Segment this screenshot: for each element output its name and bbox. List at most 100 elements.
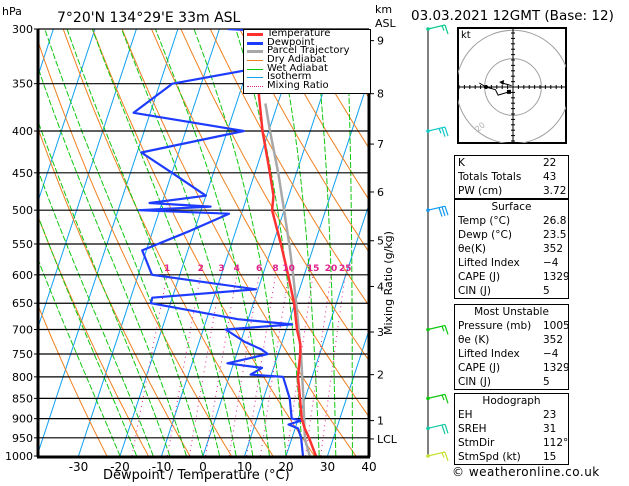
legend-item-dry-adiabat: Dry Adiabat [244, 54, 370, 66]
hodograph-indices-table: Hodograph EH 23 SREH 31 StmDir 112° StmSpd … [454, 393, 569, 465]
pressure-tick-label: 800 [12, 371, 33, 384]
temperature-tick-label: 20 [278, 460, 293, 474]
location-title: 7°20'N 134°29'E 33m ASL [57, 10, 241, 26]
height-tick-label: LCL [377, 433, 398, 446]
isotherm-line [285, 202, 369, 456]
dewpoint-swatch [247, 41, 263, 45]
index-value: 352 [543, 243, 564, 255]
index-value: 31 [543, 423, 557, 435]
chart-legend: Temperature Dewpoint Parcel Trajectory D… [243, 29, 371, 94]
wind-barb-flag [441, 127, 446, 137]
index-value: 5 [543, 376, 550, 388]
temperature-tick-label: 40 [361, 460, 376, 474]
wind-barb-flag [444, 126, 449, 137]
datetime-title: 03.03.2021 12GMT (Base: 12) [411, 8, 614, 24]
hodograph-frame [457, 27, 567, 144]
height-unit-asl: ASL [375, 17, 396, 30]
most-unstable-row: CAPE (J) 1329 [455, 361, 570, 375]
wind-barb [426, 24, 449, 35]
mixing-ratio-label: 2 [198, 264, 204, 274]
parcel-swatch [247, 50, 263, 54]
index-key: CAPE (J) [458, 362, 501, 374]
most-unstable-row: θe (K) 352 [455, 333, 568, 347]
wind-barb [426, 451, 449, 462]
hodograph-row: EH 23 [455, 408, 568, 422]
most-unstable-row: Lifted Index −4 [455, 347, 568, 361]
copyright[interactable]: © weatheronline.co.uk [452, 465, 600, 479]
index-value: 15 [543, 451, 557, 463]
mixing-ratio-label: 10 [282, 264, 295, 274]
height-tick-label: 7 [377, 138, 384, 151]
wind-barb [426, 423, 449, 435]
wind-barb-flag [441, 424, 446, 435]
isotherm-line [161, 29, 303, 456]
hodograph-trace [479, 82, 510, 96]
dry-adiabat-swatch [247, 59, 263, 61]
legend-label: Isotherm [267, 71, 312, 83]
pressure-tick-label: 400 [12, 125, 33, 138]
wind-barb [426, 393, 449, 404]
pressure-tick-label: 850 [12, 392, 33, 405]
hodograph-point-marker [484, 85, 488, 89]
wind-barb-half-flag [441, 394, 445, 401]
index-key: CIN (J) [458, 285, 491, 297]
index-value: 23 [543, 409, 557, 421]
pressure-tick-label: 500 [12, 204, 33, 217]
x-axis-label: Dewpoint / Temperature (°C) [103, 468, 290, 483]
height-tick-label: 5 [377, 235, 384, 248]
height-tick-label: 1 [377, 415, 384, 428]
legend-item-isotherm: Isotherm [244, 71, 370, 83]
pressure-tick-label: 550 [12, 238, 33, 251]
legend-label: Temperature [267, 28, 331, 40]
most-unstable-row: Pressure (mb) 1005 [455, 319, 570, 333]
index-value: −4 [543, 348, 559, 360]
wet-adiabat-line [66, 29, 221, 456]
surface-row: CIN (J) 5 [455, 284, 568, 298]
wind-barb-half-flag [441, 325, 445, 332]
wind-barb [426, 324, 449, 335]
height-tick-label: 3 [377, 326, 384, 339]
legend-item-parcel: Parcel Trajectory [244, 45, 370, 57]
temperature-tick-label: 10 [237, 460, 252, 474]
height-tick-labels: 1 2 3 4 5 6 7 8 9 LCL [369, 35, 398, 446]
mixing-ratio-axis-label: Mixing Ratio (g/kg) [382, 231, 395, 335]
dry-adiabat-line [38, 39, 232, 456]
isotherm-line [38, 29, 96, 204]
index-value: 1005 [543, 320, 570, 332]
legend-label: Dry Adiabat [267, 54, 327, 66]
index-key: PW (cm) [458, 185, 503, 197]
legend-label: Wet Adiabat [267, 62, 328, 74]
pressure-tick-label: 300 [12, 23, 33, 36]
index-key: SREH [458, 423, 487, 435]
index-value: 22 [543, 157, 557, 169]
most-unstable-row: CIN (J) 5 [455, 375, 568, 389]
index-key: StmSpd (kt) [458, 451, 521, 463]
mixing-ratio-label: 8 [272, 264, 278, 274]
index-value: 3.72 [543, 185, 567, 197]
general-indices-table: K 22 Totals Totals 43 PW (cm) 3.72 [454, 155, 569, 199]
mixing-ratio-label: 25 [339, 264, 352, 274]
temperature-tick-labels: -30 -20 -10 0 10 20 30 40 [69, 460, 377, 474]
isotherm-line [119, 29, 262, 456]
pressure-tick-label: 900 [12, 413, 33, 426]
index-key: Totals Totals [458, 171, 522, 183]
wind-barb [426, 205, 449, 217]
height-tick-label: 2 [377, 369, 384, 382]
storm-motion-segment [502, 82, 512, 87]
index-key: Dewp (°C) [458, 229, 512, 241]
pressure-tick-label: 450 [12, 167, 33, 180]
wind-barb-half-flag [441, 452, 445, 458]
legend-label: Parcel Trajectory [267, 45, 350, 57]
index-value: −4 [543, 257, 559, 269]
index-key: StmDir [458, 437, 495, 449]
hodograph-title: Hodograph [482, 395, 541, 407]
surface-indices-table: Surface Temp (°C) 26.8 Dewp (°C) 23.5 θe(K… [454, 199, 570, 299]
hodograph-row: StmSpd (kt) 15 [455, 450, 568, 464]
index-key: Pressure (mb) [458, 320, 532, 332]
index-row-k: K 22 [455, 156, 568, 170]
dry-adiabat-line [268, 29, 369, 201]
pressure-tick-label: 350 [12, 78, 33, 91]
